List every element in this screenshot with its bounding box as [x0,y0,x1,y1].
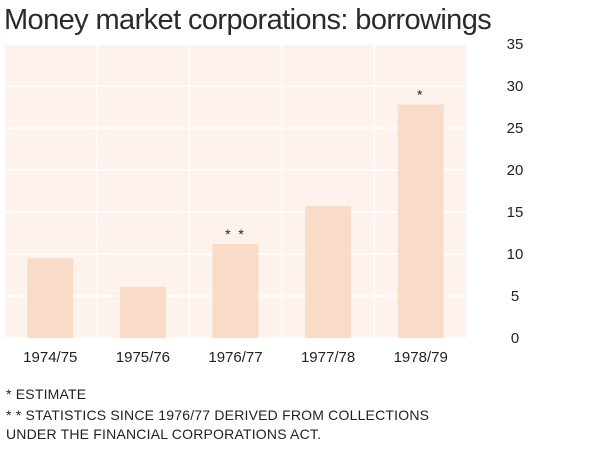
x-tick-label: 1976/77 [208,349,262,366]
x-tick-label: 1974/75 [23,349,77,366]
footnote-estimate: * ESTIMATE [6,386,87,402]
x-tick-label: 1977/78 [301,349,355,366]
bar [212,243,259,338]
footnote-statistics-line2: UNDER THE FINANCIAL CORPORATIONS ACT. [6,426,322,442]
y-tick-label: 35 [507,36,524,53]
bar-annotation: * * [225,226,246,242]
footnote-statistics-line1: * * STATISTICS SINCE 1976/77 DERIVED FRO… [6,407,430,423]
bar [305,206,352,338]
y-tick-label: 5 [511,288,519,305]
x-tick-label: 1978/79 [394,349,448,366]
y-tick-label: 20 [507,162,524,179]
y-tick-label: 0 [511,330,519,347]
bar [119,286,166,338]
footnote-statistics: * * STATISTICS SINCE 1976/77 DERIVED FRO… [6,406,429,444]
y-tick-label: 10 [507,246,524,263]
x-tick-label: 1975/76 [116,349,170,366]
y-tick-label: 15 [507,204,524,221]
chart-title: Money market corporations: borrowings [4,4,492,36]
bar-annotation: * [417,86,424,102]
bar [397,104,444,338]
y-tick-label: 30 [507,78,524,95]
bar [27,258,74,338]
y-tick-label: 25 [507,120,524,137]
